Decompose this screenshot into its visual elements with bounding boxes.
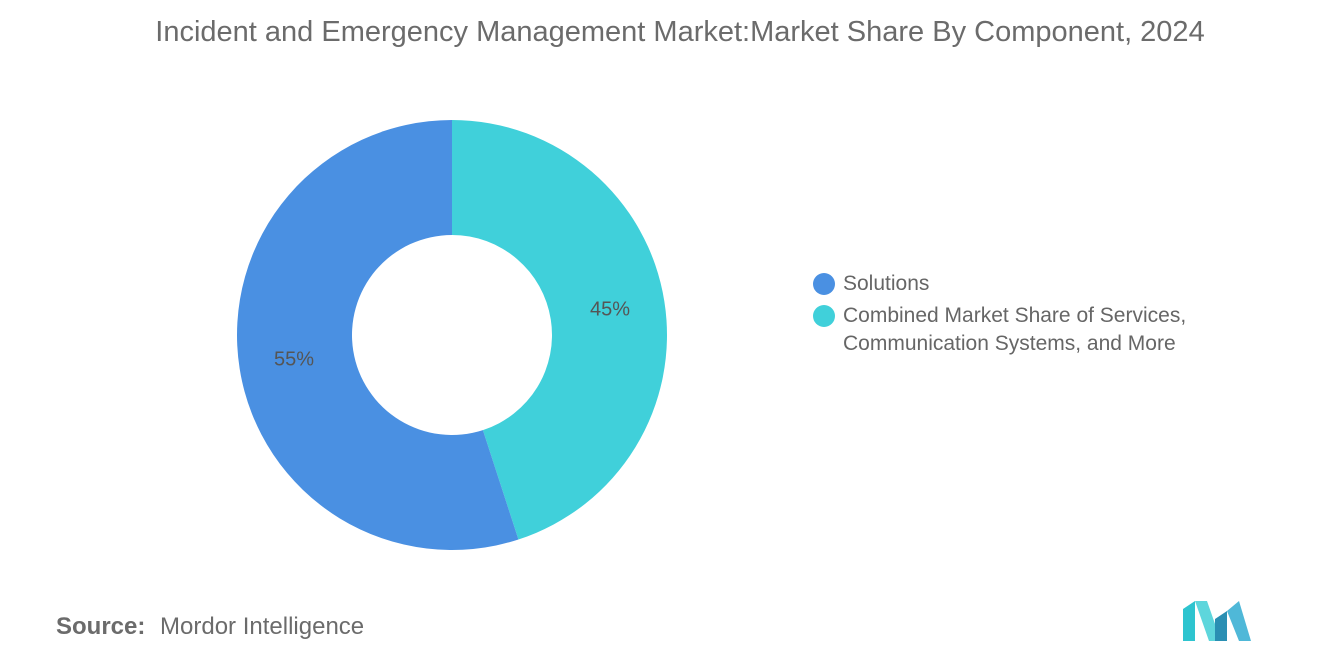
donut-slice-0: [452, 120, 667, 540]
legend-label-solutions: Solutions: [843, 272, 930, 295]
legend-item-solutions: Solutions: [813, 270, 1233, 298]
donut-slices: [236, 120, 667, 550]
legend-item-combined: Combined Market Share of Services, Commu…: [813, 302, 1233, 358]
chart-title: Incident and Emergency Management Market…: [155, 16, 1205, 48]
legend-label-combined: Combined Market Share of Services, Commu…: [843, 304, 1187, 355]
mordor-intelligence-logo-icon: [1183, 601, 1251, 641]
slice-label-0: 45%: [590, 298, 630, 320]
source-value: Mordor Intelligence: [160, 613, 365, 640]
source-note: Source: Mordor Intelligence: [56, 612, 364, 642]
legend-swatch-solutions: [813, 273, 835, 295]
slice-label-1: 55%: [274, 348, 314, 370]
chart-legend: Solutions Combined Market Share of Servi…: [813, 270, 1233, 362]
source-key: Source:: [56, 613, 146, 640]
legend-swatch-combined: [813, 305, 835, 327]
donut-slice-1: [236, 120, 519, 550]
slice-labels: 45% 55%: [274, 298, 630, 370]
